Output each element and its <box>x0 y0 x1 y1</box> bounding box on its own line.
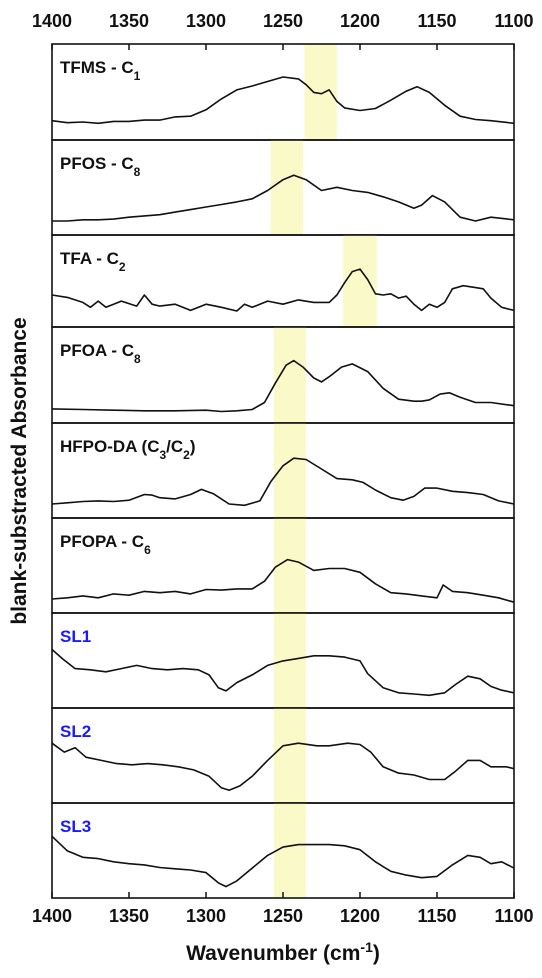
highlight-band <box>273 327 307 423</box>
x-tick-label-bottom: 1200 <box>340 906 380 926</box>
panel-label: SL1 <box>60 627 91 646</box>
x-tick-label-bottom: 1300 <box>186 906 226 926</box>
panel-3: TFA - C2 <box>51 234 515 328</box>
x-tick-label-bottom: 1100 <box>494 906 533 926</box>
highlight-band <box>343 235 377 327</box>
spectrum-line <box>51 742 515 792</box>
panel-1: TFMS - C1 <box>51 43 515 141</box>
x-tick-label-top: 1400 <box>32 11 72 31</box>
panel-4: PFOA - C8 <box>51 326 515 424</box>
highlight-band <box>270 140 304 235</box>
panel-label: SL2 <box>60 722 91 741</box>
x-tick-label-bottom: 1150 <box>417 906 456 926</box>
panel-label: HFPO-DA (C3/C2) <box>60 437 196 462</box>
panel-label: PFOS - C8 <box>60 154 141 179</box>
panel-label: TFA - C2 <box>60 249 126 274</box>
highlight-band <box>273 803 307 898</box>
highlight-band <box>273 708 307 803</box>
x-tick-label-bottom: 1250 <box>263 906 303 926</box>
panel-9: SL3 <box>51 802 515 899</box>
panel-2: PFOS - C8 <box>51 139 515 236</box>
x-tick-label-top: 1300 <box>186 11 226 31</box>
panel-5: HFPO-DA (C3/C2) <box>51 422 515 519</box>
x-tick-label-top: 1350 <box>109 11 149 31</box>
x-axis-ticks: 1400 1400 1350 1350 1300 1300 1250 1250 1200 1200… <box>32 11 534 926</box>
spectrum-line <box>51 457 515 507</box>
panel-6: PFOPA - C6 <box>51 517 515 614</box>
x-tick-label-top: 1100 <box>494 11 533 31</box>
spectrum-line <box>51 558 515 603</box>
y-axis-label: blank-substracted Absorbance <box>8 317 31 624</box>
spectrum-line <box>51 268 515 312</box>
panel-7: SL1 <box>51 612 515 709</box>
x-tick-label-bottom: 1350 <box>109 906 149 926</box>
spectrum-line <box>51 648 515 697</box>
highlight-band <box>304 44 337 140</box>
spectrum-line <box>51 835 515 888</box>
x-tick-label-bottom: 1400 <box>32 906 72 926</box>
panel-label: SL3 <box>60 817 91 836</box>
panel-label: PFOPA - C6 <box>60 532 151 557</box>
x-tick-label-top: 1250 <box>263 11 303 31</box>
panel-8: SL2 <box>51 707 515 804</box>
panel-frame <box>51 234 515 328</box>
spectrum-line <box>51 76 515 125</box>
x-tick-label-top: 1200 <box>340 11 380 31</box>
x-axis-label: Wavenumber (cm-1) <box>186 939 380 965</box>
spectrum-line <box>52 174 515 222</box>
panel-label: PFOA - C8 <box>60 341 141 366</box>
x-tick-label-top: 1150 <box>417 11 456 31</box>
spectrum-line <box>51 359 515 413</box>
panel-label: TFMS - C1 <box>60 58 141 83</box>
